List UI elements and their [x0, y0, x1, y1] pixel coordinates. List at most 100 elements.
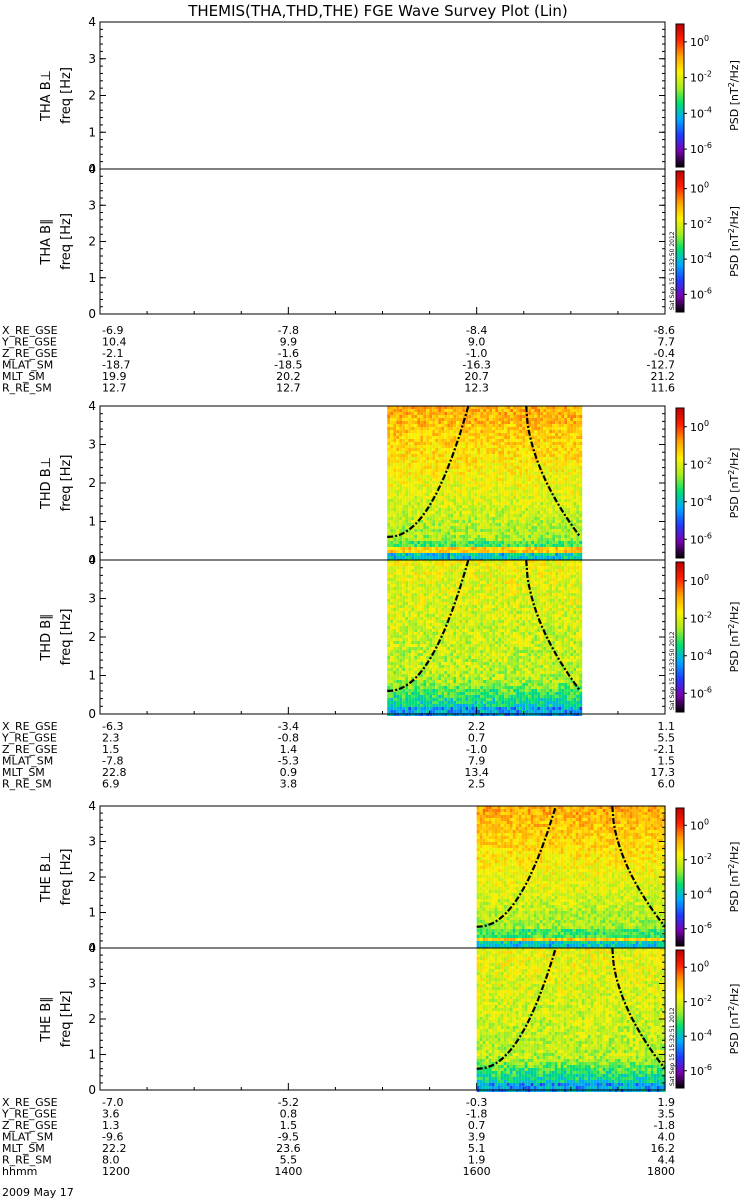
spectrogram-cell	[504, 520, 508, 523]
spectrogram-cell	[399, 599, 403, 602]
spectrogram-cell	[441, 493, 445, 496]
spectrogram-cell	[564, 406, 568, 409]
spectrogram-cell	[414, 484, 418, 487]
spectrogram-cell	[474, 415, 478, 418]
spectrogram-cell	[423, 671, 427, 674]
spectrogram-cell	[456, 454, 460, 457]
spectrogram-cell	[432, 475, 436, 478]
spectrogram-cell	[456, 611, 460, 614]
spectrogram-cell	[507, 409, 511, 412]
spectrogram-cell	[435, 707, 439, 710]
color-bar	[675, 170, 685, 313]
spectrogram-cell	[513, 436, 517, 439]
spectrogram-cell	[462, 644, 466, 647]
spectrogram-cell	[402, 605, 406, 608]
spectrogram-cell	[465, 698, 469, 701]
spectrogram-cell	[474, 421, 478, 424]
spectrogram-cell	[555, 511, 559, 514]
spectrogram-cell	[447, 704, 451, 707]
spectrogram-cell	[489, 478, 493, 481]
spectrogram-cell	[504, 430, 508, 433]
spectrogram-cell	[543, 517, 547, 520]
spectrogram-cell	[402, 550, 406, 553]
spectrogram-cell	[390, 463, 394, 466]
spectrogram-cell	[510, 553, 514, 556]
spectrogram-cell	[468, 566, 472, 569]
spectrogram-cell	[477, 427, 481, 430]
spectrogram-cell	[492, 430, 496, 433]
spectrogram-cell	[492, 553, 496, 556]
spectrogram-cell	[474, 409, 478, 412]
spectrogram-cell	[402, 626, 406, 629]
spectrogram-cell	[408, 442, 412, 445]
spectrogram-cell	[432, 538, 436, 541]
spectrogram-cell	[405, 415, 409, 418]
spectrogram-cell	[399, 602, 403, 605]
spectrogram-cell	[411, 686, 415, 689]
spectrogram-cell	[546, 475, 550, 478]
spectrogram-cell	[513, 520, 517, 523]
spectrogram-cell	[456, 457, 460, 460]
spectrogram-cell	[573, 481, 577, 484]
spectrogram-cell	[537, 412, 541, 415]
spectrogram-cell	[402, 617, 406, 620]
spectrogram-cell	[549, 472, 553, 475]
spectrogram-cell	[444, 496, 448, 499]
spectrogram-cell	[552, 484, 556, 487]
spectrogram-cell	[462, 668, 466, 671]
spectrogram-cell	[528, 511, 532, 514]
spectrogram-cell	[405, 469, 409, 472]
spectrogram-cell	[552, 442, 556, 445]
spectrogram-cell	[387, 544, 391, 547]
spectrogram-cell	[456, 686, 460, 689]
spectrogram-cell	[570, 514, 574, 517]
spectrogram-cell	[387, 584, 391, 587]
spectrogram-cell	[474, 490, 478, 493]
spectrogram-cell	[423, 659, 427, 662]
spectrogram-cell	[441, 626, 445, 629]
spectrogram-cell	[555, 418, 559, 421]
spectrogram-cell	[471, 472, 475, 475]
spectrogram-cell	[477, 472, 481, 475]
spectrogram-cell	[465, 680, 469, 683]
spectrogram-cell	[465, 421, 469, 424]
spectrogram-cell	[393, 560, 397, 563]
spectrogram-cell	[411, 587, 415, 590]
spectrogram-cell	[399, 605, 403, 608]
spectrogram-cell	[387, 608, 391, 611]
spectrogram-cell	[537, 478, 541, 481]
spectrogram-cell	[486, 511, 490, 514]
spectrogram-cell	[438, 629, 442, 632]
spectrogram-cell	[531, 472, 535, 475]
spectrogram-cell	[390, 499, 394, 502]
spectrogram-cell	[492, 418, 496, 421]
spectrogram-cell	[546, 502, 550, 505]
spectrogram-cell	[456, 563, 460, 566]
spectrogram-cell	[459, 529, 463, 532]
spectrogram-cell	[396, 511, 400, 514]
spectrogram-cell	[534, 532, 538, 535]
spectrogram-cell	[408, 448, 412, 451]
spectrogram-cell	[555, 442, 559, 445]
spectrogram-cell	[516, 475, 520, 478]
spectrogram-cell	[564, 466, 568, 469]
spectrogram-cell	[453, 523, 457, 526]
spectrogram-cell	[567, 541, 571, 544]
spectrogram-cell	[411, 493, 415, 496]
spectrogram-cell	[399, 451, 403, 454]
spectrogram-cell	[435, 487, 439, 490]
spectrogram-cell	[495, 517, 499, 520]
spectrogram-cell	[573, 517, 577, 520]
spectrogram-cell	[471, 469, 475, 472]
spectrogram-cell	[525, 544, 529, 547]
spectrogram-cell	[432, 454, 436, 457]
spectrogram-cell	[450, 463, 454, 466]
spectrogram-cell	[579, 481, 583, 484]
spectrogram-cell	[540, 505, 544, 508]
spectrogram-cell	[402, 535, 406, 538]
spectrogram-cell	[507, 445, 511, 448]
spectrogram-cell	[414, 502, 418, 505]
spectrogram-cell	[408, 584, 412, 587]
spectrogram-cell	[396, 638, 400, 641]
spectrogram-cell	[390, 547, 394, 550]
